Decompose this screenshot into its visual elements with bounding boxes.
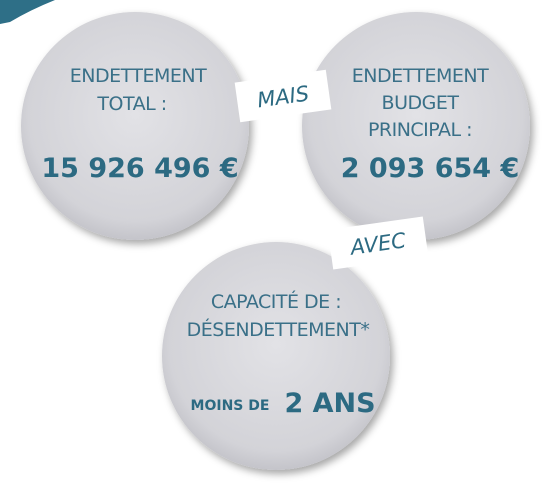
tag-box <box>327 216 429 270</box>
circle <box>162 242 390 470</box>
circle <box>21 12 249 240</box>
swoosh <box>0 0 55 24</box>
label: ENDETTEMENT <box>352 65 489 87</box>
circle <box>302 12 530 240</box>
value: 2 ANS <box>284 388 375 419</box>
label: PRINCIPAL : <box>368 119 472 141</box>
label: DÉSENDETTEMENT* <box>187 318 370 341</box>
label: BUDGET <box>382 92 460 114</box>
label: CAPACITÉ DE : <box>211 290 341 313</box>
tag-box <box>234 69 332 123</box>
connector: MAIS <box>234 69 332 123</box>
label: TOTAL : <box>96 93 166 115</box>
value: 2 093 654 € <box>341 153 520 184</box>
value-prefix: MOINS DE <box>191 398 270 414</box>
connector: AVEC <box>327 216 429 270</box>
value: 15 926 496 € <box>41 153 238 184</box>
label: ENDETTEMENT <box>70 65 207 87</box>
